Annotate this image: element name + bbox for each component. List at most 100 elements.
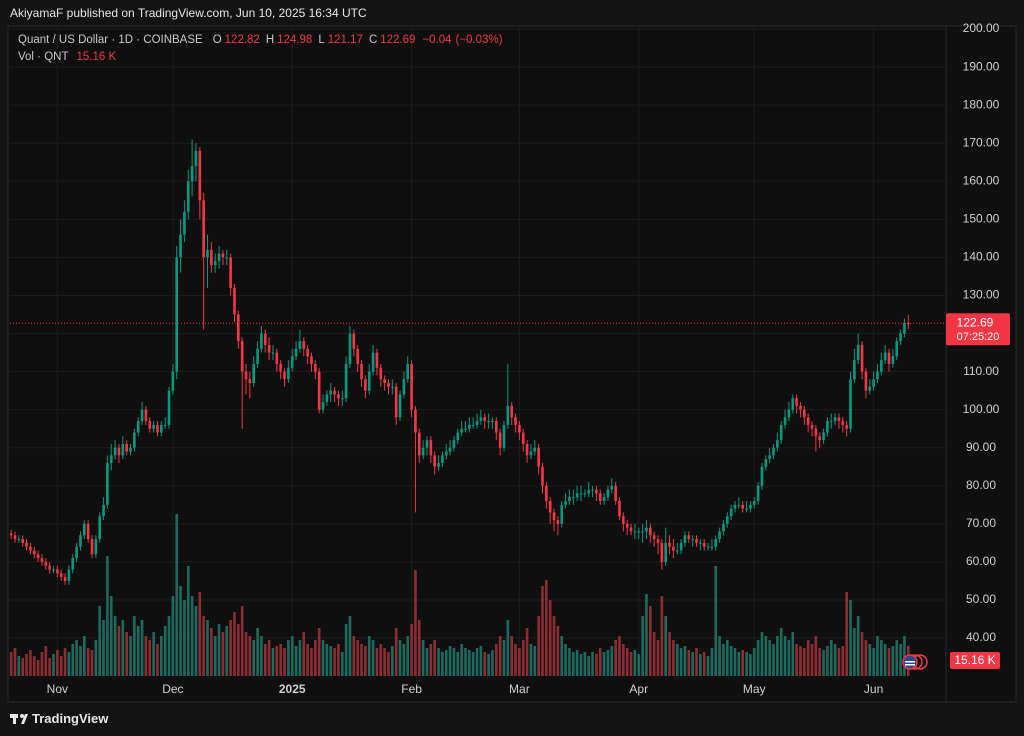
volume-bar — [541, 586, 544, 676]
volume-bar — [745, 652, 748, 676]
candle-body — [360, 363, 363, 380]
volume-bar — [506, 620, 510, 676]
y-tick-label: 90.00 — [966, 440, 996, 454]
x-tick-label: 2025 — [279, 682, 306, 696]
volume-bar — [756, 640, 760, 676]
volume-bar — [379, 644, 383, 676]
candle-body — [67, 569, 71, 581]
volume-bar — [90, 650, 94, 676]
candle-body — [872, 379, 875, 387]
volume-bar — [298, 640, 302, 676]
candle-body — [287, 367, 290, 380]
volume-bar — [625, 648, 629, 676]
volume-bar — [240, 606, 244, 676]
volume-bar — [718, 636, 721, 676]
volume-bar — [779, 628, 783, 676]
volume-bar — [845, 592, 848, 676]
volume-bar — [102, 620, 105, 676]
volume-bar — [52, 654, 55, 676]
candle-body — [752, 501, 756, 505]
candle-body — [340, 398, 344, 400]
price-tag — [946, 313, 1010, 346]
volume-legend: Vol · QNT 15.16 K — [18, 51, 116, 63]
candle-body — [479, 417, 483, 422]
candle-body — [133, 432, 136, 448]
volume-bar — [260, 636, 263, 676]
ohlc-value: 122.69 — [380, 34, 416, 46]
volume-bar — [737, 652, 741, 676]
candle-body — [121, 443, 125, 456]
candle-body — [271, 352, 275, 354]
volume-bar — [290, 636, 294, 676]
volume-bar — [498, 636, 502, 676]
candle-body — [156, 424, 159, 433]
volume-bar — [144, 636, 148, 676]
y-tick-label: 50.00 — [966, 592, 996, 606]
volume-bar — [40, 652, 44, 676]
volume-bar — [903, 636, 906, 676]
candle-body — [233, 287, 236, 315]
volume-bar — [279, 644, 282, 676]
candle-body — [625, 523, 629, 528]
candle-body — [102, 504, 105, 517]
candle-body — [379, 367, 383, 380]
candle-body — [452, 440, 456, 448]
volume-tag — [950, 652, 1000, 669]
volume-bar — [868, 644, 872, 676]
volume-bar — [587, 656, 591, 676]
volume-bar — [167, 616, 171, 676]
volume-bar — [406, 636, 410, 676]
candle-body — [552, 512, 556, 521]
candle-body — [290, 356, 294, 368]
volume-bar — [749, 654, 752, 676]
volume-bar — [564, 644, 567, 676]
candle-body — [883, 352, 887, 361]
candle-body — [225, 257, 229, 259]
candle-body — [391, 386, 394, 388]
candle-body — [344, 363, 348, 399]
volume-bar — [433, 640, 436, 676]
volume-bar — [760, 632, 764, 676]
volume-bar — [256, 628, 259, 676]
volume-bar — [271, 648, 275, 676]
candle-body — [86, 523, 90, 540]
volume-bar — [560, 636, 564, 676]
volume-bar — [521, 640, 525, 676]
volume-bar — [340, 652, 344, 676]
candle-body — [217, 253, 221, 262]
volume-bar — [803, 648, 806, 676]
candle-body — [583, 493, 587, 495]
volume-bar — [156, 644, 159, 676]
candle-body — [13, 535, 17, 540]
volume-bar — [637, 654, 641, 676]
volume-bar — [186, 566, 190, 676]
candle-body — [348, 333, 352, 364]
y-tick-label: 180.00 — [963, 97, 1000, 111]
volume-bar — [883, 644, 887, 676]
volume-bar — [179, 586, 182, 676]
volume-bar — [548, 600, 552, 676]
volume-bar — [310, 648, 313, 676]
volume-bar — [464, 648, 467, 676]
candle-body — [745, 508, 748, 510]
volume-bar — [494, 644, 498, 676]
volume-bar — [668, 632, 671, 676]
volume-bar — [117, 626, 121, 676]
volume-bar — [364, 646, 367, 676]
candle-body — [587, 489, 591, 494]
candle-body — [275, 352, 279, 364]
x-tick-label: Jun — [864, 682, 883, 696]
volume-bar — [610, 646, 614, 676]
candle-body — [32, 550, 36, 555]
candle-body — [699, 542, 702, 544]
volume-bar — [321, 640, 325, 676]
candle-body — [448, 447, 452, 452]
candle-body — [267, 344, 271, 353]
candle-body — [783, 417, 787, 425]
candle-body — [722, 523, 725, 532]
candle-body — [179, 234, 182, 258]
volume-bar — [113, 616, 117, 676]
volume-bar — [710, 648, 714, 676]
candle-body — [398, 394, 402, 418]
volume-bar — [660, 596, 664, 676]
